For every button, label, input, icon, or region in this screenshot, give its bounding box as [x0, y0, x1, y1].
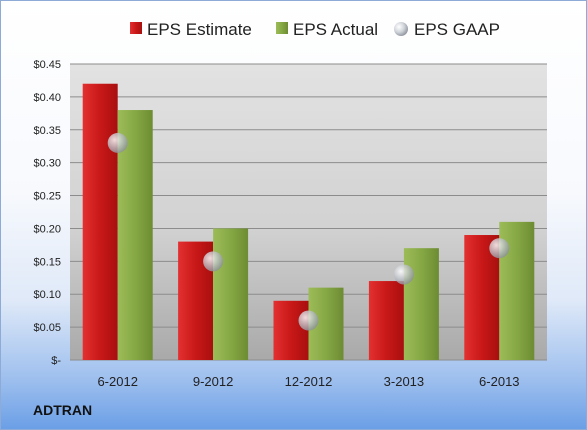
- y-tick-label: $0.20: [33, 223, 61, 235]
- legend: EPS Estimate EPS Actual EPS GAAP: [130, 20, 500, 39]
- gaap-marker: [298, 310, 319, 331]
- legend-label-estimate: EPS Estimate: [147, 20, 252, 39]
- y-tick-label: $0.10: [33, 289, 61, 301]
- x-axis-ticks: 6-2012 9-2012 12-2012 3-2013 6-2013: [97, 374, 519, 389]
- y-tick-label: $0.30: [33, 158, 61, 170]
- x-tick-label: 12-2012: [285, 374, 333, 389]
- y-tick-label: $0.25: [33, 191, 61, 203]
- y-tick-label: $0.40: [33, 92, 61, 104]
- bar-eps-estimate: [368, 281, 404, 360]
- y-tick-label: $0.45: [33, 59, 61, 71]
- legend-label-gaap: EPS GAAP: [414, 20, 500, 39]
- x-tick-label: 6-2012: [97, 374, 137, 389]
- bar-eps-actual: [117, 110, 153, 361]
- legend-swatch-estimate: [130, 22, 142, 34]
- gaap-marker: [203, 251, 224, 272]
- gaap-marker: [393, 264, 414, 285]
- legend-label-actual: EPS Actual: [293, 20, 378, 39]
- legend-swatch-gaap: [394, 22, 408, 36]
- bar-eps-estimate: [82, 83, 118, 360]
- gaap-marker: [489, 238, 510, 259]
- y-tick-label: $-: [51, 355, 61, 367]
- gaap-markers: [107, 132, 510, 331]
- bars: [82, 83, 535, 361]
- y-tick-label: $0.35: [33, 125, 61, 137]
- x-tick-label: 9-2012: [193, 374, 233, 389]
- legend-swatch-actual: [276, 22, 288, 34]
- y-tick-label: $0.05: [33, 322, 61, 334]
- bar-eps-actual: [213, 228, 249, 360]
- x-tick-label: 6-2013: [479, 374, 519, 389]
- gaap-marker: [107, 132, 128, 153]
- bar-eps-estimate: [273, 300, 309, 360]
- company-name: ADTRAN: [33, 402, 93, 418]
- bar-eps-actual: [403, 248, 439, 360]
- y-tick-label: $0.15: [33, 256, 61, 268]
- y-axis-ticks: $- $0.05 $0.10 $0.15 $0.20 $0.25 $0.30 $0.35 $0.…: [33, 59, 61, 367]
- x-tick-label: 3-2013: [384, 374, 424, 389]
